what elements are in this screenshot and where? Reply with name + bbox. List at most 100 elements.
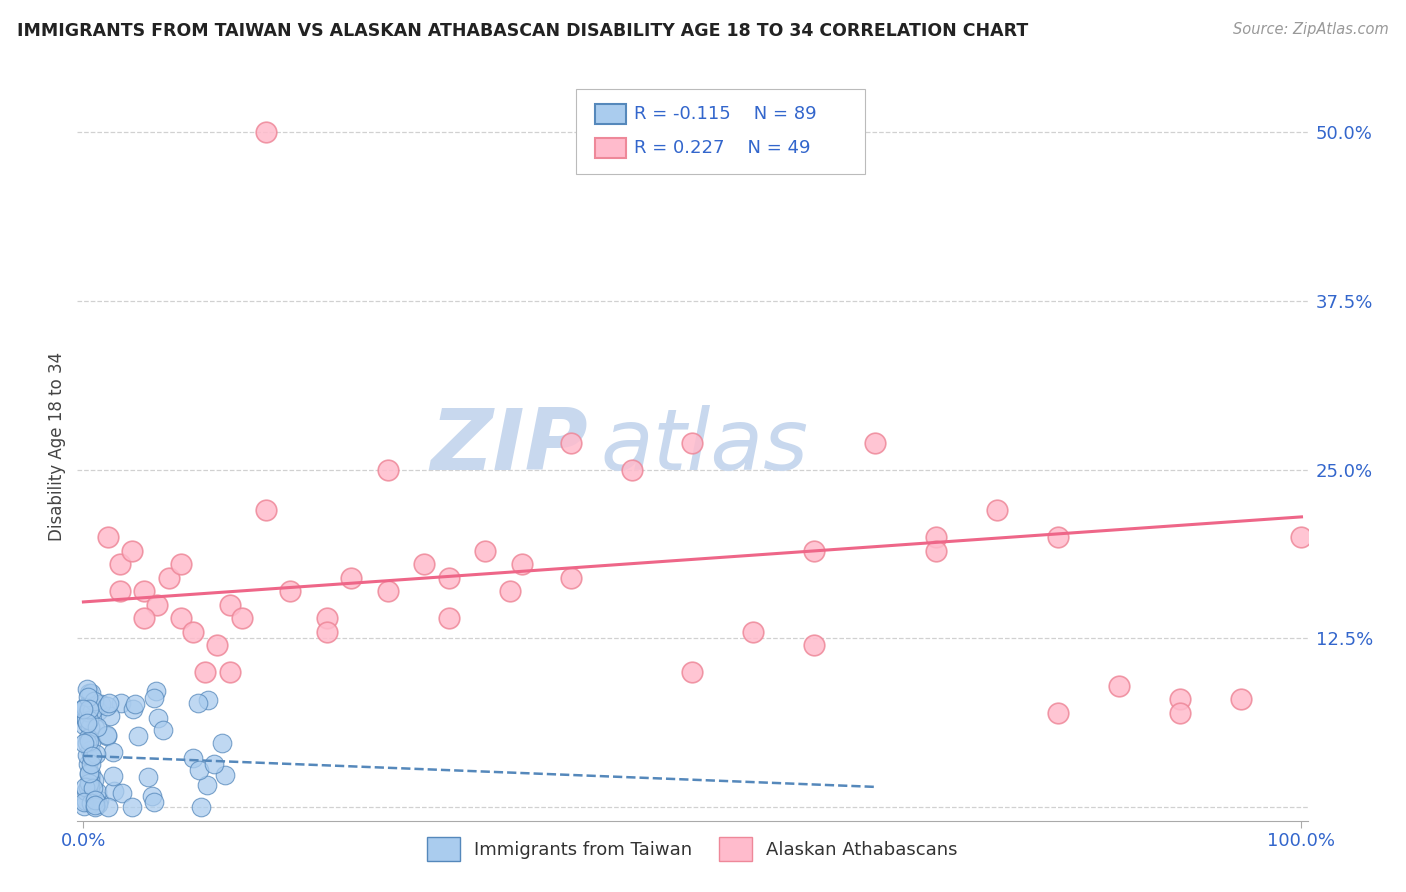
Point xyxy=(98,709,121,723)
Point xyxy=(110,696,132,710)
Point xyxy=(377,584,399,599)
Point xyxy=(682,435,704,450)
Point xyxy=(187,763,209,777)
Point xyxy=(108,584,131,599)
Point xyxy=(79,773,101,788)
Point xyxy=(560,435,582,450)
Point xyxy=(79,782,101,797)
Point xyxy=(79,780,101,794)
Point xyxy=(83,721,105,735)
Point xyxy=(316,611,339,625)
Point xyxy=(79,776,101,790)
Point xyxy=(72,702,94,716)
Point xyxy=(145,683,167,698)
Point xyxy=(77,731,100,745)
Point xyxy=(97,800,120,814)
Point xyxy=(111,786,134,800)
Text: Source: ZipAtlas.com: Source: ZipAtlas.com xyxy=(1233,22,1389,37)
Point xyxy=(79,742,101,756)
Point xyxy=(316,624,339,639)
Point xyxy=(80,767,103,781)
Point xyxy=(76,715,98,730)
Point xyxy=(79,796,101,810)
Point xyxy=(73,799,96,814)
Point xyxy=(560,571,582,585)
Point xyxy=(77,702,100,716)
Point xyxy=(121,702,143,716)
Point xyxy=(152,723,174,737)
Point xyxy=(76,706,98,720)
Point xyxy=(82,780,104,795)
Point xyxy=(96,728,118,742)
Point xyxy=(82,749,104,764)
Point xyxy=(76,780,98,794)
Text: atlas: atlas xyxy=(600,404,808,488)
Point xyxy=(1046,530,1069,544)
Point xyxy=(437,571,460,585)
Point xyxy=(134,611,156,625)
Point xyxy=(925,530,948,544)
Point xyxy=(89,792,111,806)
Point xyxy=(254,125,277,139)
Y-axis label: Disability Age 18 to 34: Disability Age 18 to 34 xyxy=(48,351,66,541)
Point xyxy=(437,611,460,625)
Point xyxy=(79,756,101,771)
Point xyxy=(84,799,107,814)
Point xyxy=(79,700,101,714)
Point xyxy=(195,778,218,792)
Text: R = -0.115    N = 89: R = -0.115 N = 89 xyxy=(634,105,817,123)
Point xyxy=(108,557,131,571)
Point xyxy=(170,557,193,571)
Point xyxy=(83,694,105,708)
Point xyxy=(73,718,96,732)
Point xyxy=(620,462,643,476)
Point xyxy=(499,584,522,599)
Point xyxy=(211,736,233,750)
Point xyxy=(79,767,101,781)
Point xyxy=(77,757,100,772)
Point xyxy=(742,624,765,639)
Point xyxy=(340,571,363,585)
Point xyxy=(187,696,209,710)
Point xyxy=(79,720,101,734)
Point xyxy=(181,624,204,639)
Point xyxy=(77,713,100,727)
Point xyxy=(280,584,302,599)
Point xyxy=(121,800,143,814)
Point xyxy=(190,800,212,814)
Point xyxy=(96,698,118,713)
Point xyxy=(80,704,103,718)
Point xyxy=(90,697,112,711)
Text: R = 0.227    N = 49: R = 0.227 N = 49 xyxy=(634,139,811,157)
Point xyxy=(157,571,180,585)
Point xyxy=(75,712,97,726)
Point xyxy=(1168,692,1191,706)
Legend: Immigrants from Taiwan, Alaskan Athabascans: Immigrants from Taiwan, Alaskan Athabasc… xyxy=(420,830,965,868)
Point xyxy=(218,665,240,680)
Point xyxy=(510,557,533,571)
Point xyxy=(207,638,229,652)
Point xyxy=(231,611,253,625)
Point xyxy=(86,797,108,811)
Point xyxy=(863,435,886,450)
Point xyxy=(1229,692,1251,706)
Point xyxy=(73,795,96,809)
Point xyxy=(254,503,277,517)
Point xyxy=(134,584,156,599)
Point xyxy=(1168,706,1191,720)
Point xyxy=(146,710,169,724)
Point xyxy=(1291,530,1313,544)
Point xyxy=(682,665,704,680)
Point xyxy=(141,789,163,804)
Text: IMMIGRANTS FROM TAIWAN VS ALASKAN ATHABASCAN DISABILITY AGE 18 TO 34 CORRELATION: IMMIGRANTS FROM TAIWAN VS ALASKAN ATHABA… xyxy=(17,22,1028,40)
Point xyxy=(75,784,97,798)
Point xyxy=(214,768,236,782)
Point xyxy=(83,797,105,812)
Point xyxy=(76,748,98,763)
Point xyxy=(925,543,948,558)
Point xyxy=(803,543,825,558)
Point xyxy=(136,770,159,784)
Point xyxy=(143,691,166,706)
Point xyxy=(413,557,436,571)
Point xyxy=(77,766,100,780)
